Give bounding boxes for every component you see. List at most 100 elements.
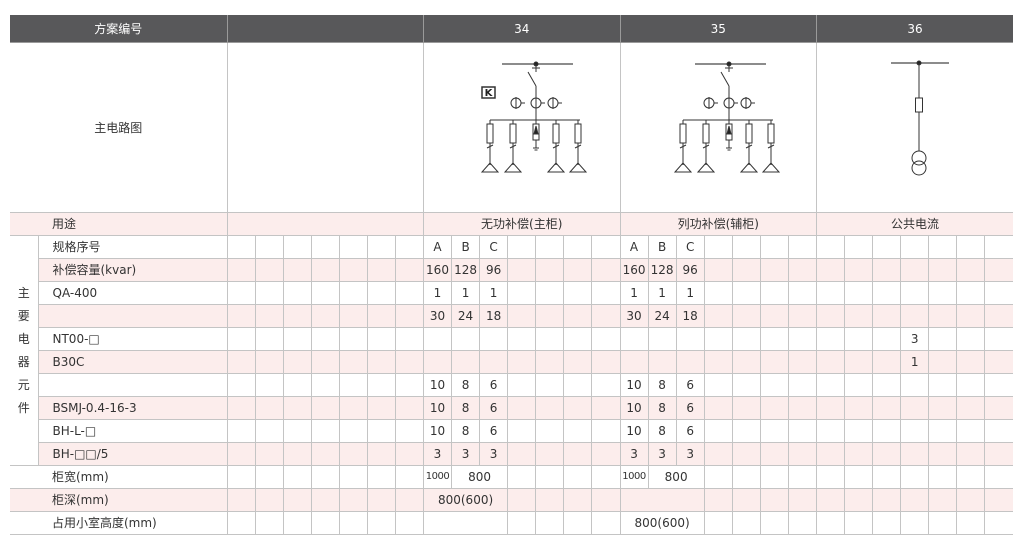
table-cell: 8	[451, 373, 481, 397]
table-cell	[984, 281, 1013, 305]
table-cell	[816, 511, 846, 535]
table-cell	[226, 350, 256, 374]
diagram-cell	[226, 42, 424, 213]
scheme-number-blank	[226, 15, 424, 43]
table-cell	[507, 373, 537, 397]
table-cell	[507, 327, 537, 351]
table-cell: 6	[479, 373, 509, 397]
table-cell	[872, 373, 902, 397]
table-cell	[507, 304, 537, 328]
table-cell: 800(600)	[422, 488, 509, 512]
scheme-number-35: 35	[619, 15, 818, 43]
table-cell	[366, 327, 396, 351]
usage-label: 用途	[10, 212, 228, 236]
table-cell	[928, 442, 958, 466]
table-cell	[591, 350, 621, 374]
table-cell	[591, 258, 621, 282]
table-cell	[956, 488, 986, 512]
table-cell	[956, 511, 986, 535]
table-cell	[310, 327, 340, 351]
table-cell	[507, 419, 537, 443]
table-cell	[759, 281, 789, 305]
table-cell	[731, 235, 761, 259]
table-cell	[956, 396, 986, 420]
table-cell	[254, 281, 284, 305]
table-cell	[226, 488, 256, 512]
table-cell	[816, 465, 846, 489]
table-cell	[844, 488, 874, 512]
table-cell	[900, 442, 930, 466]
table-cell	[310, 235, 340, 259]
table-cell	[816, 327, 846, 351]
table-cell	[928, 511, 958, 535]
table-cell	[816, 419, 846, 443]
table-cell	[703, 373, 733, 397]
table-cell	[844, 419, 874, 443]
table-cell: 30	[619, 304, 649, 328]
table-cell	[394, 488, 424, 512]
table-cell	[282, 465, 312, 489]
table-cell	[759, 511, 789, 535]
table-cell	[507, 488, 537, 512]
table-cell: 3	[647, 442, 677, 466]
table-cell	[900, 304, 930, 328]
table-cell	[900, 281, 930, 305]
cabinet-width-label: 柜宽(mm)	[10, 465, 228, 489]
table-cell	[535, 350, 565, 374]
table-cell	[928, 373, 958, 397]
table-cell	[282, 373, 312, 397]
table-cell	[254, 442, 284, 466]
table-cell	[703, 396, 733, 420]
table-cell	[956, 465, 986, 489]
table-cell: 3	[479, 442, 509, 466]
table-cell	[338, 258, 368, 282]
table-cell	[984, 304, 1013, 328]
table-cell	[226, 258, 256, 282]
table-cell	[703, 258, 733, 282]
table-cell	[394, 235, 424, 259]
table-cell	[872, 396, 902, 420]
table-cell: 8	[647, 373, 677, 397]
cabinet-depth-label: 柜深(mm)	[10, 488, 228, 512]
table-cell	[759, 350, 789, 374]
component-row: 10 8 6 10 8 6	[10, 373, 1013, 397]
scheme-table: 方案编号 34 35 36 主电路图 用途 无功补偿(主柜) 列功补偿(辅柜) 公共电流主要电器…	[10, 15, 1013, 535]
table-cell	[282, 442, 312, 466]
table-cell	[787, 281, 818, 305]
table-cell	[366, 258, 396, 282]
table-cell	[984, 258, 1013, 282]
table-cell	[956, 419, 986, 443]
table-cell	[703, 442, 733, 466]
table-cell	[984, 350, 1013, 374]
table-cell	[872, 327, 902, 351]
table-cell	[956, 373, 986, 397]
table-cell	[787, 350, 818, 374]
table-cell	[816, 350, 846, 374]
table-cell	[956, 258, 986, 282]
table-cell	[703, 304, 733, 328]
table-cell	[928, 419, 958, 443]
table-cell: B	[451, 235, 481, 259]
table-cell	[282, 304, 312, 328]
table-cell	[844, 235, 874, 259]
table-cell	[619, 327, 649, 351]
table-cell	[872, 350, 902, 374]
table-cell	[535, 465, 565, 489]
table-cell: 160	[619, 258, 649, 282]
table-cell	[816, 235, 846, 259]
table-cell	[900, 511, 930, 535]
table-cell	[535, 304, 565, 328]
cabinet-depth-row: 柜深(mm) 800(600)	[10, 488, 1013, 512]
table-cell	[787, 373, 818, 397]
table-cell	[535, 442, 565, 466]
table-cell: 6	[479, 419, 509, 443]
table-cell	[282, 327, 312, 351]
table-cell	[535, 488, 565, 512]
table-cell	[872, 442, 902, 466]
table-cell	[816, 304, 846, 328]
component-label: BH-□□/5	[37, 442, 228, 466]
table-cell	[226, 465, 256, 489]
table-cell	[563, 258, 593, 282]
table-cell	[310, 442, 340, 466]
table-cell	[535, 396, 565, 420]
